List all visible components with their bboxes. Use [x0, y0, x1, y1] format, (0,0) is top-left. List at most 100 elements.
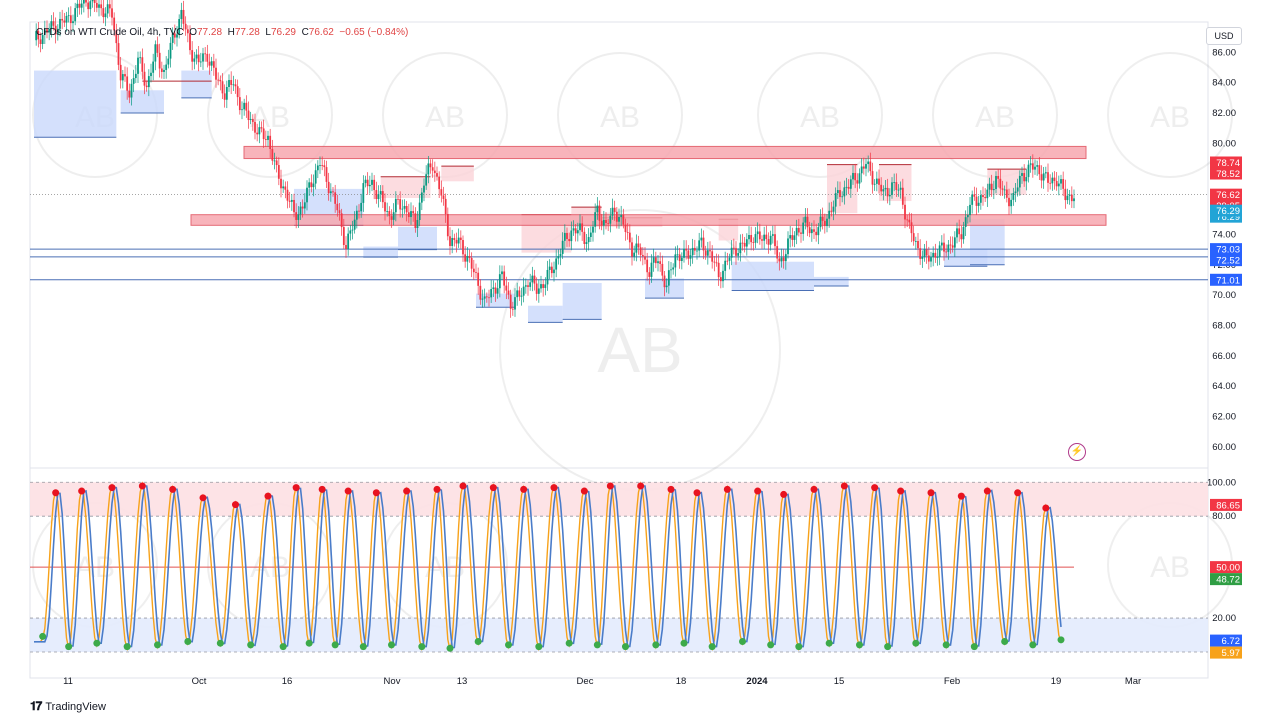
oversold-signal-dot [708, 643, 716, 651]
candle [472, 259, 475, 280]
candle [600, 213, 603, 231]
oversold-signal-dot [884, 643, 892, 651]
candle-body [678, 254, 681, 261]
candle-body [351, 229, 354, 231]
candle-body [234, 84, 237, 87]
candle [1031, 154, 1034, 178]
candle [199, 52, 202, 68]
candle-body [1012, 193, 1015, 200]
candle-body [111, 8, 113, 18]
candle-body [804, 216, 807, 223]
candle-body [535, 283, 538, 294]
candle [1064, 179, 1067, 209]
oversold-signal-dot [305, 639, 313, 647]
candle [832, 200, 835, 221]
candle-body [529, 282, 532, 287]
watermark-text: AB [800, 101, 840, 134]
candle-body [997, 175, 1000, 179]
candle-body [405, 205, 408, 213]
candle-body [254, 121, 256, 133]
candle-body [69, 15, 72, 24]
candle-body [943, 242, 945, 252]
candle [771, 225, 774, 244]
candle [611, 198, 614, 220]
candle-body [113, 17, 116, 31]
candle [958, 219, 961, 242]
candle [566, 227, 568, 247]
candle-body [1016, 187, 1019, 192]
candle [930, 251, 932, 268]
candle-body [507, 290, 510, 295]
candle [637, 235, 640, 255]
candle-body [134, 73, 137, 79]
candle [934, 243, 937, 263]
currency-button[interactable]: USD [1206, 27, 1242, 45]
oversold-signal-dot [123, 643, 131, 651]
candle-body [917, 241, 919, 249]
candle-body [1034, 166, 1036, 170]
candle [416, 211, 419, 238]
candle-body [531, 275, 534, 283]
candle-body [46, 29, 48, 33]
candle-body [607, 223, 610, 224]
candle [841, 191, 844, 203]
candle-body [741, 242, 744, 244]
candle [150, 63, 152, 83]
candle [1016, 178, 1019, 197]
candle-body [780, 257, 783, 262]
candle-body [191, 50, 194, 62]
candle-body [724, 260, 727, 271]
candle-body [1038, 165, 1041, 175]
candle-body [241, 109, 243, 111]
candle [184, 16, 187, 36]
candle-body [43, 29, 46, 35]
candle-body [962, 226, 965, 240]
candle-body [726, 260, 729, 262]
candle-body [193, 58, 196, 62]
candle [243, 98, 246, 116]
oversold-signal-dot [825, 639, 833, 647]
candle [392, 203, 395, 226]
symbol-title[interactable]: CFDs on WTI Crude Oil, 4h, TVC [36, 27, 184, 38]
high-value: 77.28 [234, 27, 260, 38]
watermark-text: AB [597, 314, 682, 386]
candle [225, 80, 228, 109]
candle [897, 184, 900, 197]
candle-body [1051, 177, 1054, 184]
time-tick-label: 15 [834, 676, 845, 687]
price-axis-label-bg [1210, 156, 1242, 169]
candle [865, 158, 867, 177]
candle [108, 0, 111, 17]
candle-body [795, 227, 798, 236]
candle [249, 111, 252, 125]
candle-body [392, 212, 395, 220]
candle [126, 67, 129, 100]
candle-body [152, 61, 155, 73]
candle-body [306, 187, 308, 203]
candle-body [819, 216, 822, 228]
candle-body [475, 272, 477, 273]
candle [639, 243, 642, 262]
candle [511, 301, 514, 316]
oversold-signal-dot [216, 639, 224, 647]
candle-body [228, 80, 230, 87]
candle [342, 218, 345, 250]
price-tick-label: 82.00 [1212, 108, 1236, 119]
candle-body [264, 139, 267, 140]
price-tick-label: 70.00 [1212, 290, 1236, 301]
candle-body [52, 21, 55, 26]
candle-body [319, 165, 321, 166]
tradingview-brand[interactable]: 𝟏𝟕 TradingView [30, 699, 106, 714]
candle-body [232, 84, 235, 86]
candle-body [904, 204, 906, 220]
candle-body [685, 248, 688, 251]
candle [134, 65, 137, 84]
candle [555, 249, 558, 278]
candle [938, 241, 941, 266]
candle [1008, 188, 1010, 215]
lightning-icon[interactable]: ⚡ [1068, 443, 1086, 461]
candle [202, 47, 204, 70]
candle [420, 187, 423, 211]
candle-body [74, 8, 77, 22]
